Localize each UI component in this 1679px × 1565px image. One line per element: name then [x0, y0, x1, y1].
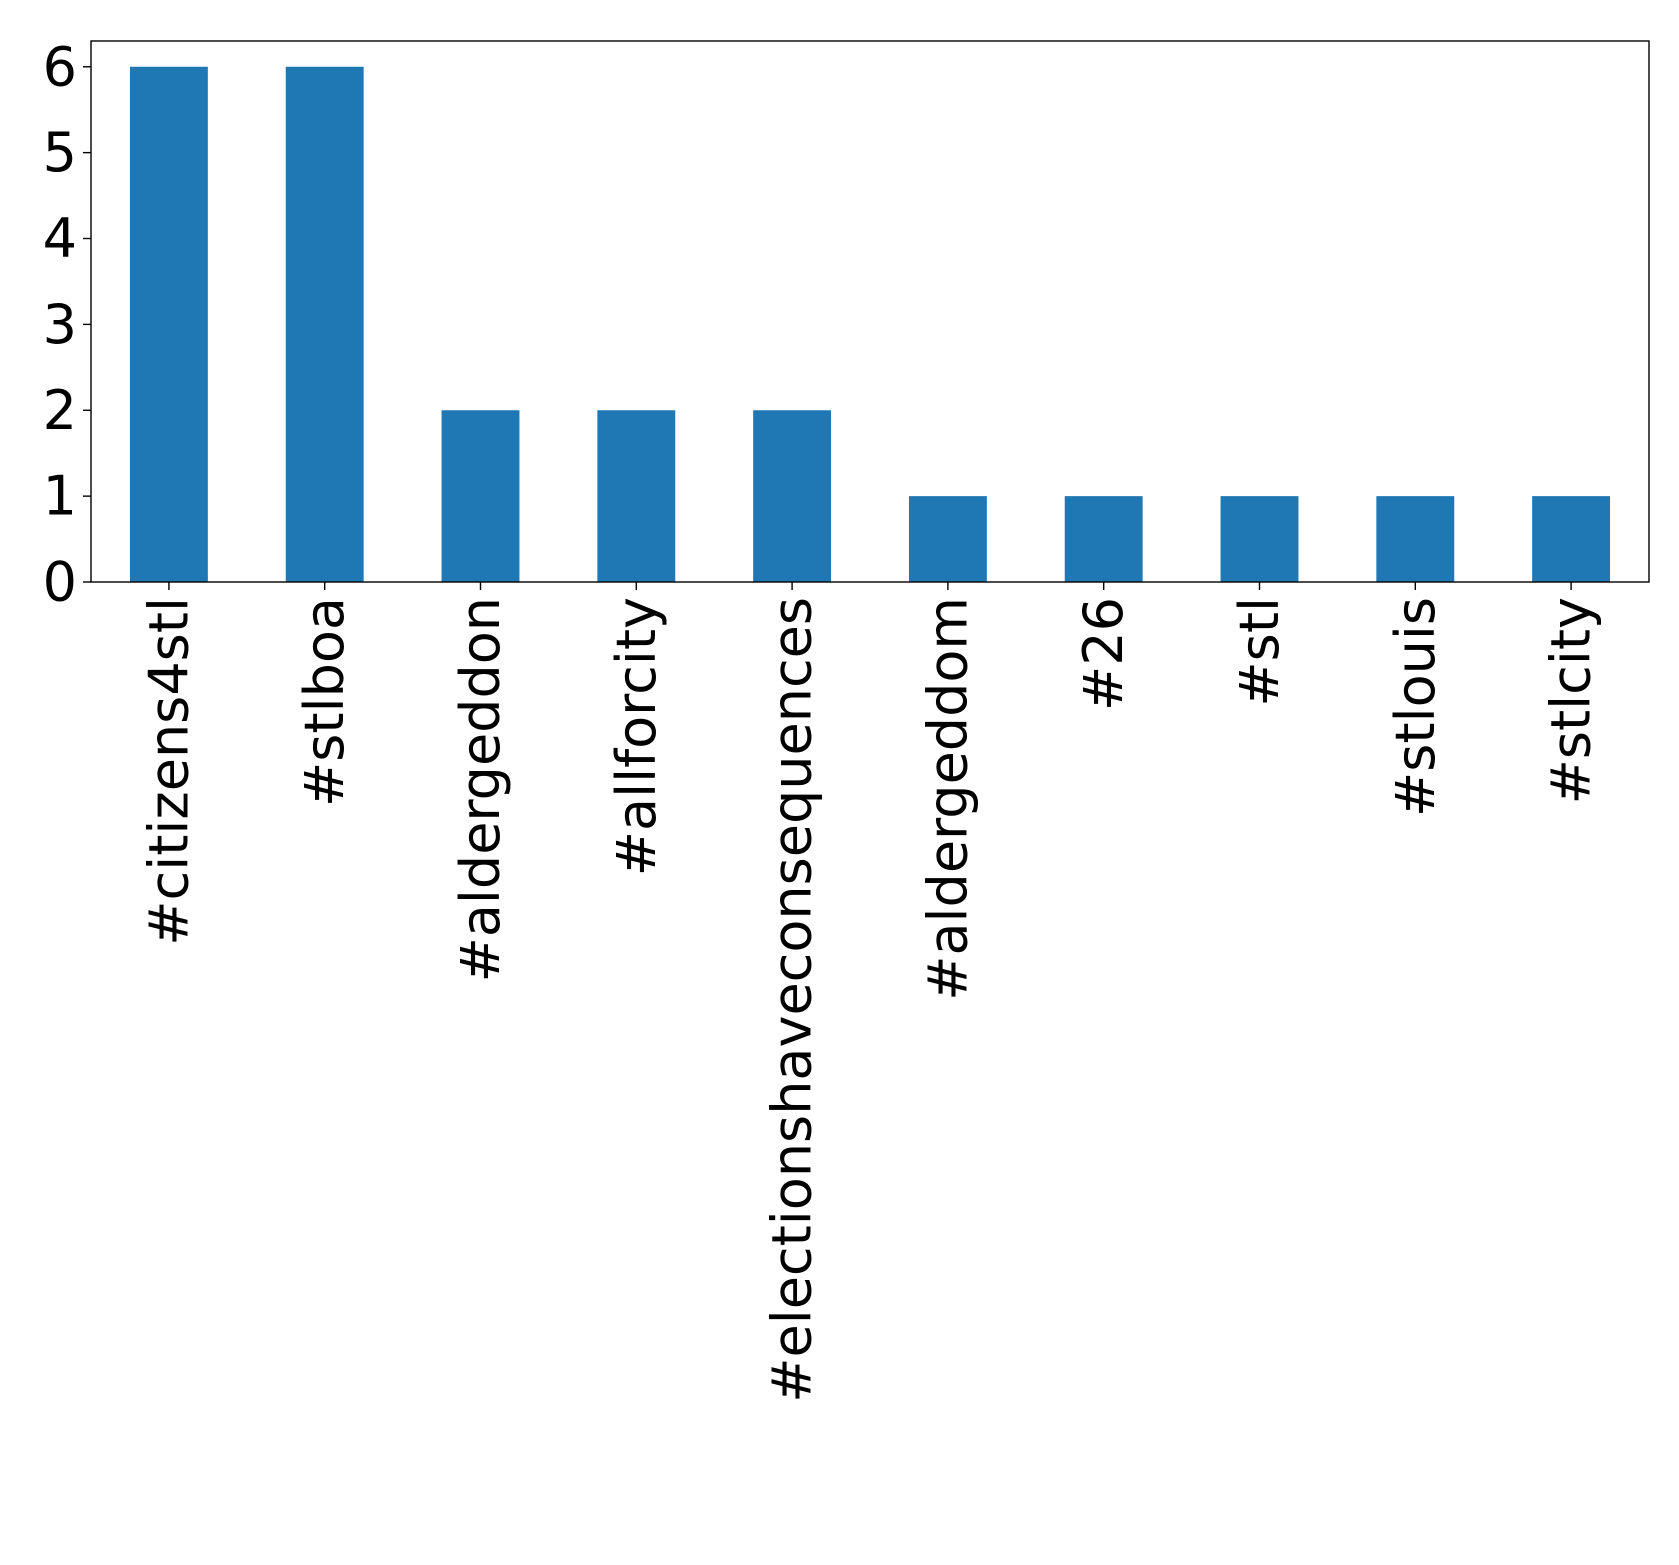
y-tick-label: 5: [43, 121, 77, 184]
y-tick-label: 0: [43, 551, 77, 614]
x-tick-label: #electionshaveconsequences: [761, 597, 824, 1403]
bar-0: [129, 66, 208, 582]
bar-1: [285, 66, 364, 582]
x-tick-label: #aldergeddon: [449, 597, 512, 982]
y-tick-label: 4: [43, 207, 77, 270]
x-tick-label: #citizens4stl: [137, 597, 200, 946]
x-tick-label: #26: [1072, 597, 1135, 711]
bar-7: [1220, 496, 1299, 582]
y-tick-label: 2: [43, 379, 77, 442]
bar-2: [441, 410, 520, 582]
axes-layer: [90, 40, 1650, 583]
bars-layer: [129, 66, 1611, 582]
y-tick-label: 3: [43, 293, 77, 356]
y-tick-label: 1: [43, 465, 77, 528]
bar-3: [597, 410, 676, 582]
bar-4: [753, 410, 832, 582]
bar-5: [908, 496, 987, 582]
x-axis-ticks: #citizens4stl #stlboa #aldergeddon #allforc…: [137, 582, 1603, 1403]
x-tick-label: #stlboa: [293, 597, 356, 807]
x-tick-label: #stlcity: [1540, 597, 1603, 804]
x-tick-label: #stl: [1228, 597, 1291, 707]
y-axis-ticks: 0 1 2 3 4 5 6: [43, 35, 91, 614]
bar-8: [1376, 496, 1455, 582]
x-tick-label: #allforcity: [605, 597, 668, 876]
y-tick-label: 6: [43, 35, 77, 98]
bar-9: [1532, 496, 1611, 582]
x-tick-label: #aldergeddom: [916, 597, 979, 1001]
x-tick-label: #stlouis: [1384, 597, 1447, 817]
plot-frame: [90, 40, 1650, 583]
bar-6: [1064, 496, 1143, 582]
